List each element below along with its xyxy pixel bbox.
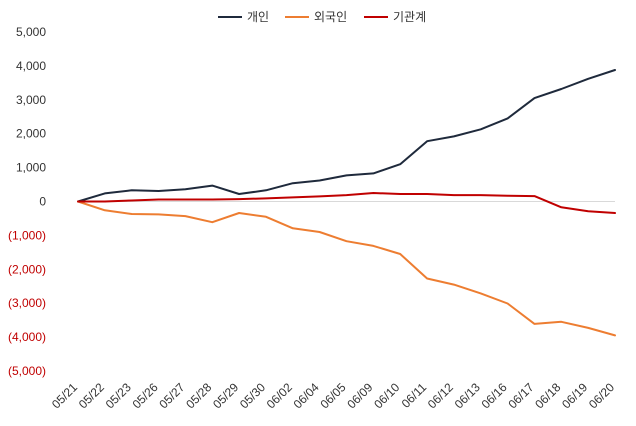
y-tick-label: 1,000 bbox=[16, 161, 46, 175]
series-line-1 bbox=[77, 69, 616, 203]
y-tick-label: (5,000) bbox=[8, 364, 46, 378]
y-tick-label: (1,000) bbox=[8, 228, 46, 242]
y-tick-label: (3,000) bbox=[8, 296, 46, 310]
x-tick-label: 06/20 bbox=[586, 380, 617, 411]
x-tick-label: 05/23 bbox=[103, 380, 134, 411]
x-tick-label: 06/18 bbox=[532, 380, 563, 411]
x-tick-label: 06/10 bbox=[371, 380, 402, 411]
legend-label-3: 기관계 bbox=[393, 10, 426, 24]
x-tick-label: 06/12 bbox=[425, 380, 456, 411]
x-tick-label: 06/19 bbox=[559, 380, 590, 411]
x-tick-label: 06/04 bbox=[291, 380, 322, 411]
x-tick-label: 06/11 bbox=[399, 380, 430, 411]
x-tick-label: 06/16 bbox=[479, 380, 510, 411]
y-tick-label: 2,000 bbox=[16, 127, 46, 141]
y-tick-label: 0 bbox=[39, 195, 46, 209]
y-tick-label: 5,000 bbox=[16, 25, 46, 39]
legend-label-1: 개인 bbox=[247, 10, 269, 24]
x-tick-label: 05/26 bbox=[130, 380, 161, 411]
x-tick-label: 06/09 bbox=[344, 380, 375, 411]
x-tick-label: 05/29 bbox=[210, 380, 241, 411]
x-tick-label: 06/17 bbox=[505, 380, 536, 411]
x-tick-label: 06/05 bbox=[317, 380, 348, 411]
y-tick-label: (2,000) bbox=[8, 262, 46, 276]
x-tick-label: 05/30 bbox=[237, 380, 268, 411]
x-tick-label: 06/13 bbox=[452, 380, 483, 411]
series-line-2 bbox=[77, 200, 616, 337]
y-tick-label: (4,000) bbox=[8, 330, 46, 344]
x-tick-label: 06/02 bbox=[264, 380, 295, 411]
series-layer bbox=[77, 69, 616, 337]
legend-label-2: 외국인 bbox=[314, 10, 347, 24]
y-tick-label: 3,000 bbox=[16, 93, 46, 107]
x-tick-label: 05/28 bbox=[183, 380, 214, 411]
series-line-3 bbox=[77, 192, 616, 214]
legend: 개인 외국인 기관계 bbox=[218, 10, 426, 24]
x-axis: 05/2105/2205/2305/2605/2705/2805/2905/30… bbox=[49, 380, 617, 411]
x-tick-label: 05/27 bbox=[156, 380, 187, 411]
x-tick-label: 05/21 bbox=[49, 380, 80, 411]
x-tick-label: 05/22 bbox=[76, 380, 107, 411]
y-tick-label: 4,000 bbox=[16, 59, 46, 73]
y-axis: 5,000 4,000 3,000 2,000 1,000 0 (1,000) (2,000)… bbox=[8, 25, 46, 378]
